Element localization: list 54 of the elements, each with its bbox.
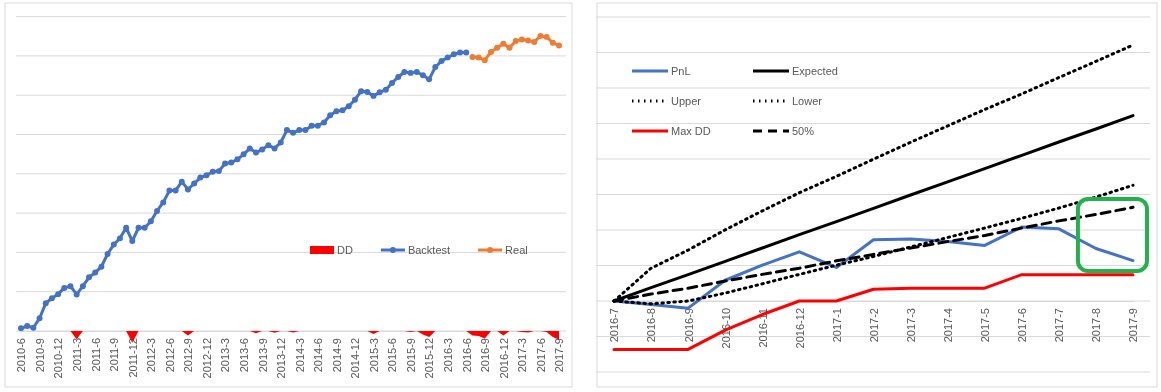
x-tick-label: 2016-7 <box>608 308 621 343</box>
x-tick-label: 2017-8 <box>1090 308 1103 343</box>
x-tick-label: 2015-9 <box>404 338 417 373</box>
x-tick-label: 2010-9 <box>33 338 46 373</box>
x-tick-label: 2012-12 <box>200 338 213 379</box>
legend-label: Real <box>505 243 528 256</box>
legend-label: PnL <box>671 64 691 77</box>
x-tick-label: 2014-3 <box>293 338 306 373</box>
x-tick-label: 2015-6 <box>386 338 399 373</box>
x-tick-label: 2016-11 <box>756 308 769 348</box>
legend-label: Lower <box>792 94 823 107</box>
x-tick-label: 2016-12 <box>793 308 806 349</box>
x-tick-label: 2017-3 <box>904 308 917 343</box>
x-tick-label: 2017-7 <box>1053 308 1066 343</box>
x-tick-label: 2013-12 <box>275 338 288 379</box>
legend-label: 50% <box>792 124 815 137</box>
x-tick-label: 2017-1 <box>830 308 843 343</box>
x-tick-label: 2016-3 <box>442 338 455 373</box>
x-tick-label: 2017-4 <box>941 308 954 343</box>
x-tick-label: 2017-3 <box>516 338 529 373</box>
x-tick-label: 2016-12 <box>497 338 510 379</box>
x-tick-label: 2013-3 <box>219 338 232 373</box>
x-tick-label: 2013-6 <box>237 338 250 373</box>
x-tick-label: 2011-3 <box>71 338 84 372</box>
x-tick-label: 2016-9 <box>479 338 492 373</box>
legend-label: Upper <box>671 94 702 107</box>
legend-label: DD <box>337 243 353 256</box>
x-tick-label: 2014-9 <box>330 338 343 373</box>
x-tick-label: 2016-6 <box>460 338 473 373</box>
x-tick-label: 2016-10 <box>719 308 732 349</box>
x-tick-label: 2014-12 <box>349 338 362 379</box>
x-tick-label: 2017-9 <box>553 338 566 373</box>
x-tick-label: 2011-12 <box>126 338 139 378</box>
x-tick-label: 2016-9 <box>682 308 695 343</box>
x-tick-label: 2015-12 <box>423 338 436 379</box>
legend-label: Max DD <box>671 124 711 137</box>
x-tick-label: 2010-12 <box>52 338 65 379</box>
legend-label: Expected <box>792 64 838 77</box>
x-tick-label: 2010-6 <box>15 338 28 373</box>
x-tick-label: 2011-9 <box>108 338 121 372</box>
x-tick-label: 2017-9 <box>1127 308 1140 343</box>
x-tick-label: 2017-2 <box>867 308 880 343</box>
x-tick-label: 2012-9 <box>182 338 195 373</box>
x-tick-label: 2017-6 <box>1016 308 1029 343</box>
legend-label: Backtest <box>407 243 451 256</box>
x-tick-label: 2012-3 <box>145 338 158 373</box>
x-tick-label: 2016-8 <box>645 308 658 343</box>
x-tick-label: 2013-9 <box>256 338 269 373</box>
x-tick-label: 2014-6 <box>312 338 325 373</box>
x-tick-label: 2011-6 <box>89 338 102 372</box>
x-tick-label: 2017-6 <box>534 338 547 373</box>
x-tick-label: 2017-5 <box>979 308 992 343</box>
x-tick-label: 2015-3 <box>367 338 380 373</box>
x-tick-label: 2012-6 <box>163 338 176 373</box>
